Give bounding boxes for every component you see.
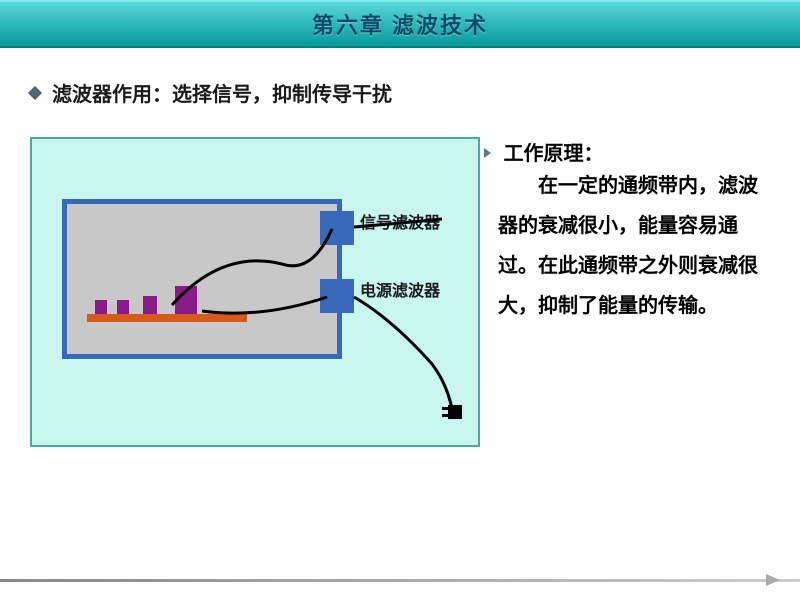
principle-body: 在一定的通频带内，滤波器的衰减很小，能量容易通过。在此通频带之外则衰减很大，抑制… — [498, 166, 770, 326]
chip-3 — [143, 296, 157, 314]
chapter-title: 第六章 滤波技术 — [312, 8, 488, 40]
principle-column: 工作原理： 在一定的通频带内，滤波器的衰减很小，能量容易通过。在此通频带之外则衰… — [480, 137, 770, 447]
bullet-row: 滤波器作用：选择信号，抑制传导干扰 — [30, 78, 770, 107]
chip-1 — [95, 300, 107, 314]
footer-divider — [0, 579, 800, 582]
bullet-text: 滤波器作用：选择信号，抑制传导干扰 — [52, 78, 392, 107]
pcb-board — [87, 314, 247, 322]
wire-out-power — [354, 297, 452, 409]
chip-2 — [117, 300, 129, 314]
power-filter-label: 电源滤波器 — [360, 277, 440, 301]
device-enclosure — [62, 199, 342, 359]
signal-filter-block — [320, 211, 354, 245]
power-filter-block — [320, 279, 354, 313]
diamond-bullet-icon — [28, 85, 42, 99]
signal-filter-label: 信号滤波器 — [360, 209, 440, 233]
slide-header: 第六章 滤波技术 — [0, 0, 800, 48]
principle-title-row: 工作原理： — [484, 137, 770, 166]
triangle-bullet-icon — [484, 148, 491, 158]
principle-title: 工作原理： — [503, 143, 603, 165]
power-plug-icon — [448, 405, 462, 419]
main-row: 信号滤波器 电源滤波器 工作原理： 在一定的通频带内，滤波器的衰减很小，能量容易… — [30, 137, 770, 447]
filter-diagram: 信号滤波器 电源滤波器 — [30, 137, 480, 447]
chip-4 — [175, 286, 197, 314]
slide-content: 滤波器作用：选择信号，抑制传导干扰 信号滤波器 电源滤波器 — [0, 48, 800, 447]
